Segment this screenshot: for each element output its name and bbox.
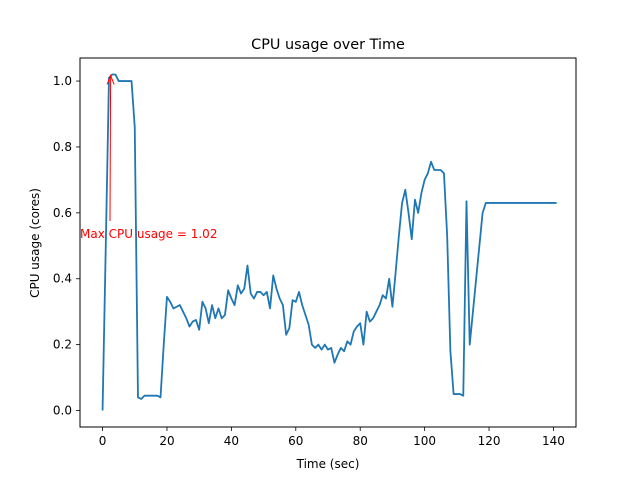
y-tick-label: 0.8 — [53, 140, 72, 154]
annotation-layer: Max CPU usage = 1.02 — [80, 74, 217, 241]
y-tick-label: 0.2 — [53, 338, 72, 352]
x-tick-label: 40 — [224, 434, 239, 448]
y-tick-label: 0.6 — [53, 206, 72, 220]
y-tick-label: 1.0 — [53, 74, 72, 88]
x-axis-label: Time (sec) — [296, 457, 360, 471]
series-line — [101, 73, 557, 411]
plot-area — [101, 73, 557, 411]
x-tick-label: 140 — [542, 434, 565, 448]
x-tick-label: 100 — [413, 434, 436, 448]
x-tick-label: 60 — [288, 434, 303, 448]
annotation-label: Max CPU usage = 1.02 — [80, 227, 217, 241]
x-axis: 0 20 40 60 80 100 120 140 — [99, 427, 565, 448]
y-tick-label: 0.0 — [53, 404, 72, 418]
y-axis-label: CPU usage (cores) — [28, 188, 42, 298]
annotation-arrow-shaft — [109, 76, 112, 222]
x-tick-label: 20 — [159, 434, 174, 448]
x-tick-label: 0 — [99, 434, 107, 448]
x-tick-label: 120 — [478, 434, 501, 448]
y-tick-label: 0.4 — [53, 272, 72, 286]
annotation-arrow-head — [106, 74, 115, 85]
chart-title: CPU usage over Time — [251, 37, 405, 53]
plot-frame — [79, 57, 577, 428]
y-axis: 0.0 0.2 0.4 0.6 0.8 1.0 — [53, 74, 80, 418]
x-tick-label: 80 — [353, 434, 368, 448]
